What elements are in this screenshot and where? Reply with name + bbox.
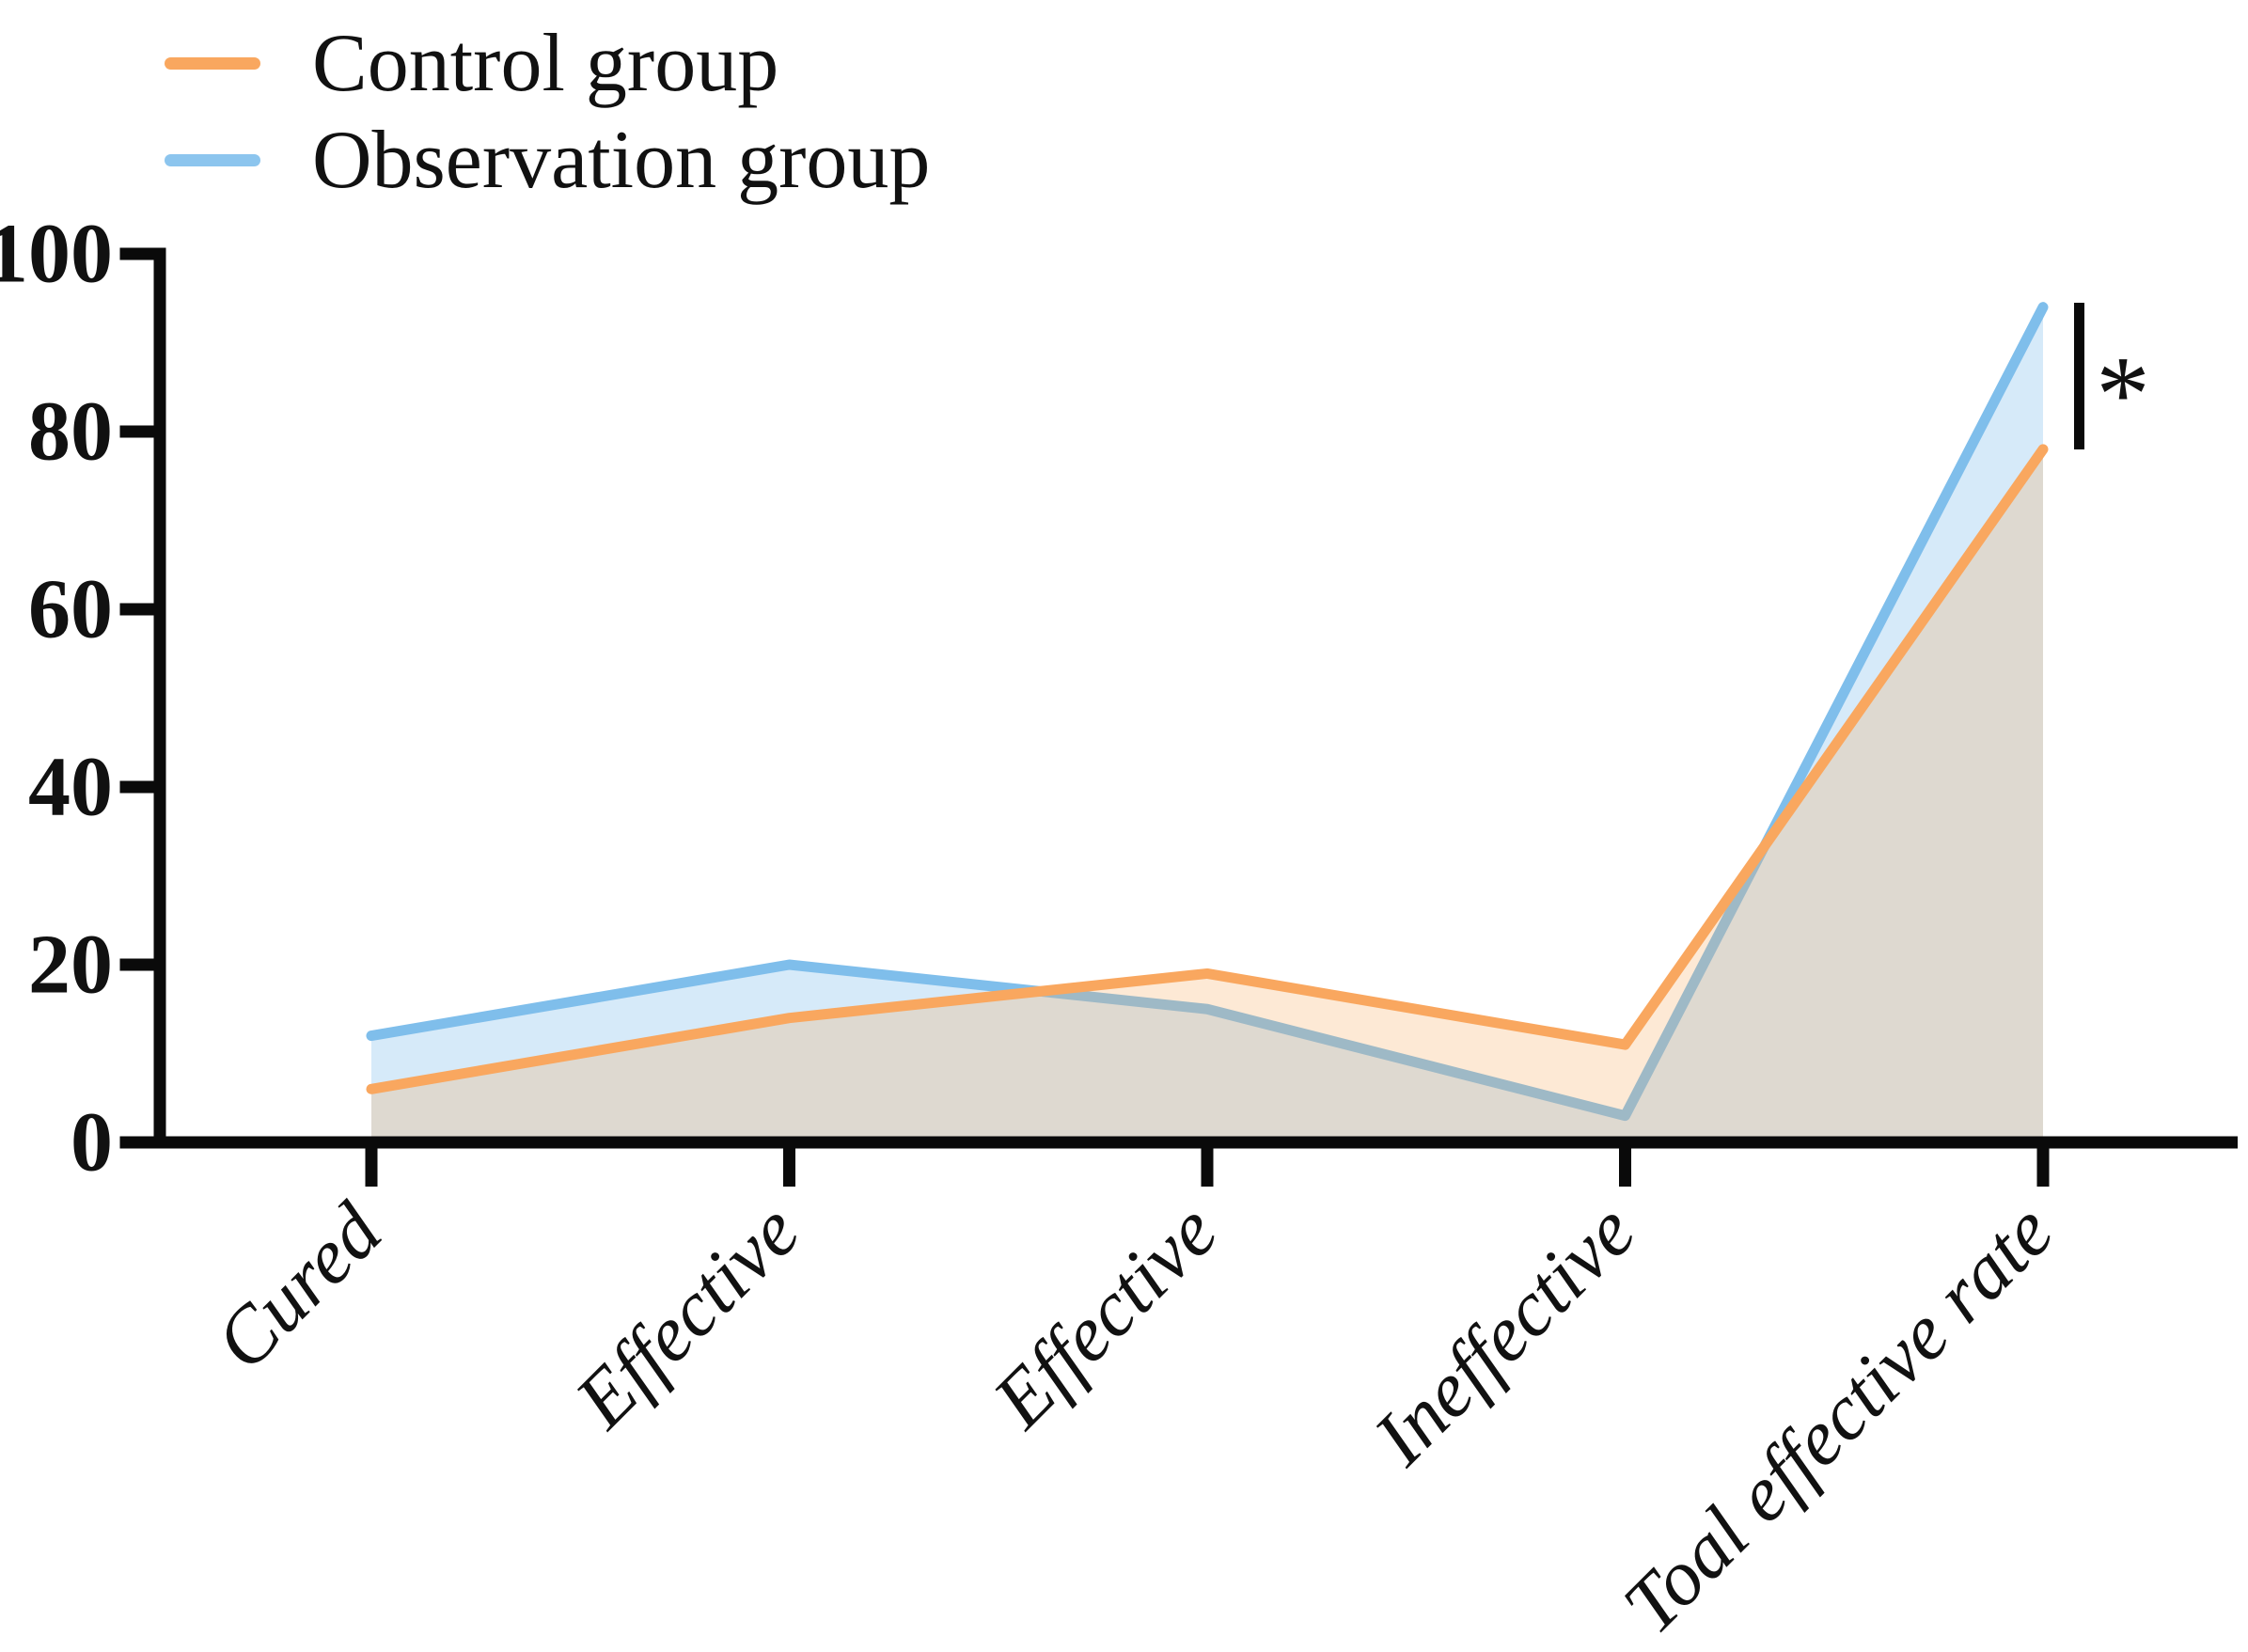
legend-item-control: Control group [165, 16, 778, 111]
y-tick-label-0: 0 [71, 1096, 113, 1189]
y-tick [119, 780, 154, 794]
x-category-label-effective: Effective [976, 1188, 1234, 1445]
significance-asterisk: * [2096, 335, 2150, 454]
y-tick [119, 958, 154, 971]
x-tick [365, 1142, 378, 1187]
legend-item-observation: Observation group [165, 113, 930, 208]
legend-label-control: Control group [312, 18, 779, 109]
legend-label-observation: Observation group [312, 115, 931, 206]
y-tick-label-40: 40 [28, 741, 113, 834]
y-tick [119, 1136, 154, 1149]
x-tick [1201, 1142, 1214, 1187]
y-tick-label-20: 20 [28, 919, 113, 1012]
significance-bracket [2074, 303, 2084, 449]
observation-line-swatch [165, 154, 260, 167]
x-category-label-toal-effective-rate: Toal effective rate [1607, 1188, 2069, 1650]
x-category-label-effective: Effective [558, 1188, 816, 1445]
y-tick [119, 425, 154, 438]
y-tick [119, 247, 154, 260]
x-tick [2036, 1142, 2050, 1187]
control-line [366, 444, 2049, 1094]
x-category-label-ineffective: Ineffective [1357, 1188, 1652, 1483]
control-line-swatch [165, 57, 260, 71]
control-area [371, 448, 2043, 1142]
x-tick [1619, 1142, 1631, 1187]
y-axis [153, 247, 166, 1149]
x-tick [783, 1142, 795, 1187]
y-tick-label-100: 100 [0, 208, 113, 301]
x-category-label-cured: Cured [198, 1187, 399, 1387]
y-tick-label-60: 60 [28, 563, 113, 656]
x-axis [153, 1136, 2238, 1149]
y-tick-label-80: 80 [28, 385, 113, 479]
y-tick [119, 603, 154, 616]
